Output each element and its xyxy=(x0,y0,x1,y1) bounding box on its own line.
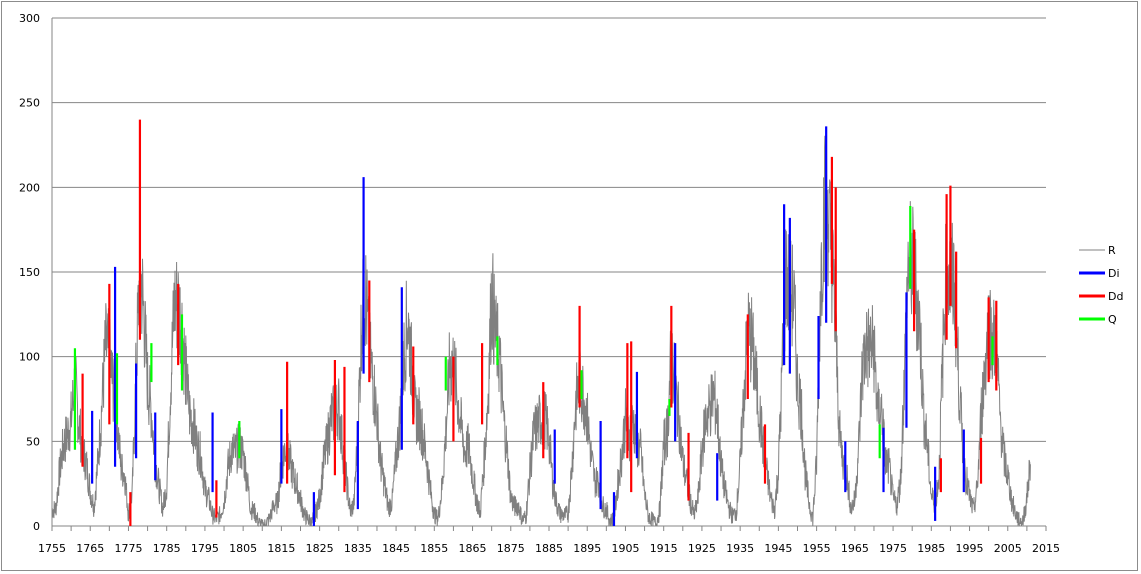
legend: R Di Dd Q xyxy=(1079,244,1123,326)
x-tick-label: 1995 xyxy=(956,542,984,555)
x-tick-label: 1835 xyxy=(344,542,372,555)
series-R-line xyxy=(51,135,1031,528)
legend-label-r: R xyxy=(1108,244,1116,257)
x-tick-label: 1955 xyxy=(803,542,831,555)
x-tick-label: 2005 xyxy=(994,542,1022,555)
x-tick-label: 1755 xyxy=(38,542,66,555)
x-tick-label: 2015 xyxy=(1032,542,1060,555)
x-tick-label: 1885 xyxy=(535,542,563,555)
x-tick-label: 1785 xyxy=(153,542,181,555)
x-tick-label: 1845 xyxy=(382,542,410,555)
x-tick-label: 1765 xyxy=(76,542,104,555)
x-tick-label: 1775 xyxy=(114,542,142,555)
x-tick-label: 1855 xyxy=(420,542,448,555)
x-tick-label: 1985 xyxy=(917,542,945,555)
legend-label-di: Di xyxy=(1108,267,1120,280)
x-tick-label: 1975 xyxy=(879,542,907,555)
x-tick-label: 1865 xyxy=(459,542,487,555)
y-tick-label: 200 xyxy=(19,181,40,194)
y-axis-ticks: 0 50 100 150 200 250 300 xyxy=(19,12,40,533)
x-tick-label: 1925 xyxy=(688,542,716,555)
plot-area xyxy=(51,119,1031,528)
y-tick-label: 0 xyxy=(33,520,40,533)
y-tick-label: 100 xyxy=(19,351,40,364)
y-tick-label: 150 xyxy=(19,266,40,279)
x-tick-label: 1815 xyxy=(267,542,295,555)
legend-label-dd: Dd xyxy=(1108,290,1123,303)
x-tick-label: 1825 xyxy=(306,542,334,555)
x-tick-label: 1915 xyxy=(650,542,678,555)
y-tick-label: 250 xyxy=(19,97,40,110)
x-tick-label: 1905 xyxy=(611,542,639,555)
x-tick-label: 1965 xyxy=(841,542,869,555)
x-tick-label: 1805 xyxy=(229,542,257,555)
x-tick-label: 1895 xyxy=(573,542,601,555)
x-tick-label: 1795 xyxy=(191,542,219,555)
y-tick-label: 50 xyxy=(26,435,40,448)
x-axis: 1755 1765 1775 1785 1795 1805 1815 1825 1835 1845… xyxy=(38,18,1060,555)
x-tick-label: 1945 xyxy=(764,542,792,555)
legend-label-q: Q xyxy=(1108,313,1117,326)
y-tick-label: 300 xyxy=(19,12,40,25)
x-tick-label: 1935 xyxy=(726,542,754,555)
x-tick-label: 1875 xyxy=(497,542,525,555)
gridlines xyxy=(52,17,1046,442)
